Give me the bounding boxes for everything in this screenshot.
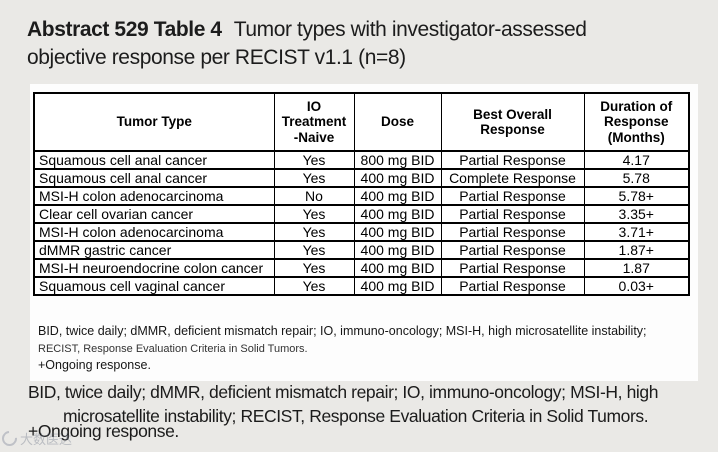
watermark: 大数医达 [0, 427, 73, 450]
caption-line2: microsatellite instability; RECIST, Resp… [63, 406, 649, 426]
table-cell: 400 mg BID [353, 240, 442, 260]
table-cell: 400 mg BID [353, 186, 442, 206]
caption-line1: BID, twice daily; dMMR, deficient mismat… [28, 382, 659, 402]
table-row: Squamous cell anal cancer Yes 400 mg BID… [33, 168, 690, 188]
column-header-io-treatment-naive: IO Treatment -Naive [273, 92, 355, 152]
table-number-label: Abstract 529 Table 4 [27, 18, 222, 41]
table-cell: Yes [273, 276, 355, 296]
response-table: Tumor Type IO Treatment -Naive Dose Best… [33, 92, 690, 296]
table-cell: 400 mg BID [353, 168, 442, 188]
table-row: Squamous cell anal cancer Yes 800 mg BID… [33, 150, 690, 170]
table-cell: Yes [273, 204, 355, 224]
table-cell: Squamous cell anal cancer [33, 150, 275, 170]
table-panel: Tumor Type IO Treatment -Naive Dose Best… [30, 84, 698, 381]
table-cell: Complete Response [440, 168, 585, 188]
watermark-logo-icon [0, 427, 21, 450]
table-row: MSI-H colon adenocarcinoma Yes 400 mg BI… [33, 222, 690, 242]
figure-title-line1: Abstract 529 Table 4 Tumor types with inv… [27, 16, 699, 44]
table-cell: MSI-H colon adenocarcinoma [33, 222, 275, 242]
table-cell: Squamous cell vaginal cancer [33, 276, 275, 296]
table-cell: Partial Response [440, 186, 585, 206]
table-cell: 1.87+ [583, 240, 690, 260]
table-cell: Partial Response [440, 276, 585, 296]
table-cell: No [273, 186, 355, 206]
table-cell: 400 mg BID [353, 258, 442, 278]
table-cell: 1.87 [583, 258, 690, 278]
table-row: Squamous cell vaginal cancer Yes 400 mg … [33, 276, 690, 296]
table-cell: Yes [273, 168, 355, 188]
table-cell: Partial Response [440, 240, 585, 260]
table-cell: MSI-H neuroendocrine colon cancer [33, 258, 275, 278]
watermark-text: 大数医达 [20, 432, 73, 447]
table-cell: Yes [273, 150, 355, 170]
table-cell: Partial Response [440, 258, 585, 278]
table-cell: dMMR gastric cancer [33, 240, 275, 260]
column-header-duration-of-response: Duration of Response (Months) [583, 92, 690, 152]
table-cell: Clear cell ovarian cancer [33, 204, 275, 224]
caption-line3: +Ongoing response. [28, 421, 179, 441]
table-cell: 3.71+ [583, 222, 690, 242]
footnote-abbreviations: BID, twice daily; dMMR, deficient mismat… [38, 324, 647, 338]
table-row: dMMR gastric cancer Yes 400 mg BID Parti… [33, 240, 690, 260]
table-cell: 400 mg BID [353, 204, 442, 224]
table-cell: Yes [273, 222, 355, 242]
table-row: MSI-H colon adenocarcinoma No 400 mg BID… [33, 186, 690, 206]
table-cell: Yes [273, 240, 355, 260]
table-cell: Partial Response [440, 222, 585, 242]
title-text-line2: objective response per RECIST v1.1 (n=8) [27, 46, 406, 69]
footnote-recist: RECIST, Response Evaluation Criteria in … [38, 343, 308, 355]
table-cell: 5.78+ [583, 186, 690, 206]
table-cell: 4.17 [583, 150, 690, 170]
table-cell: Yes [273, 258, 355, 278]
table-cell: 400 mg BID [353, 222, 442, 242]
table-cell: MSI-H colon adenocarcinoma [33, 186, 275, 206]
table-row: Clear cell ovarian cancer Yes 400 mg BID… [33, 204, 690, 224]
header-row: Tumor Type IO Treatment -Naive Dose Best… [33, 92, 690, 152]
table-cell: 0.03+ [583, 276, 690, 296]
column-header-best-overall-response: Best Overall Response [440, 92, 585, 152]
table-cell: Squamous cell anal cancer [33, 168, 275, 188]
table-cell: Partial Response [440, 150, 585, 170]
column-header-dose: Dose [353, 92, 442, 152]
table-cell: 800 mg BID [353, 150, 442, 170]
title-text-line1: Tumor types with investigator-assessed [233, 18, 587, 41]
footnote-ongoing: +Ongoing response. [38, 358, 151, 372]
table-cell: 400 mg BID [353, 276, 442, 296]
table-cell: 5.78 [583, 168, 690, 188]
table-row: MSI-H neuroendocrine colon cancer Yes 40… [33, 258, 690, 278]
table-cell: 3.35+ [583, 204, 690, 224]
column-header-tumor-type: Tumor Type [33, 92, 275, 152]
figure-title: Abstract 529 Table 4 Tumor types with inv… [27, 16, 699, 72]
table-cell: Partial Response [440, 204, 585, 224]
